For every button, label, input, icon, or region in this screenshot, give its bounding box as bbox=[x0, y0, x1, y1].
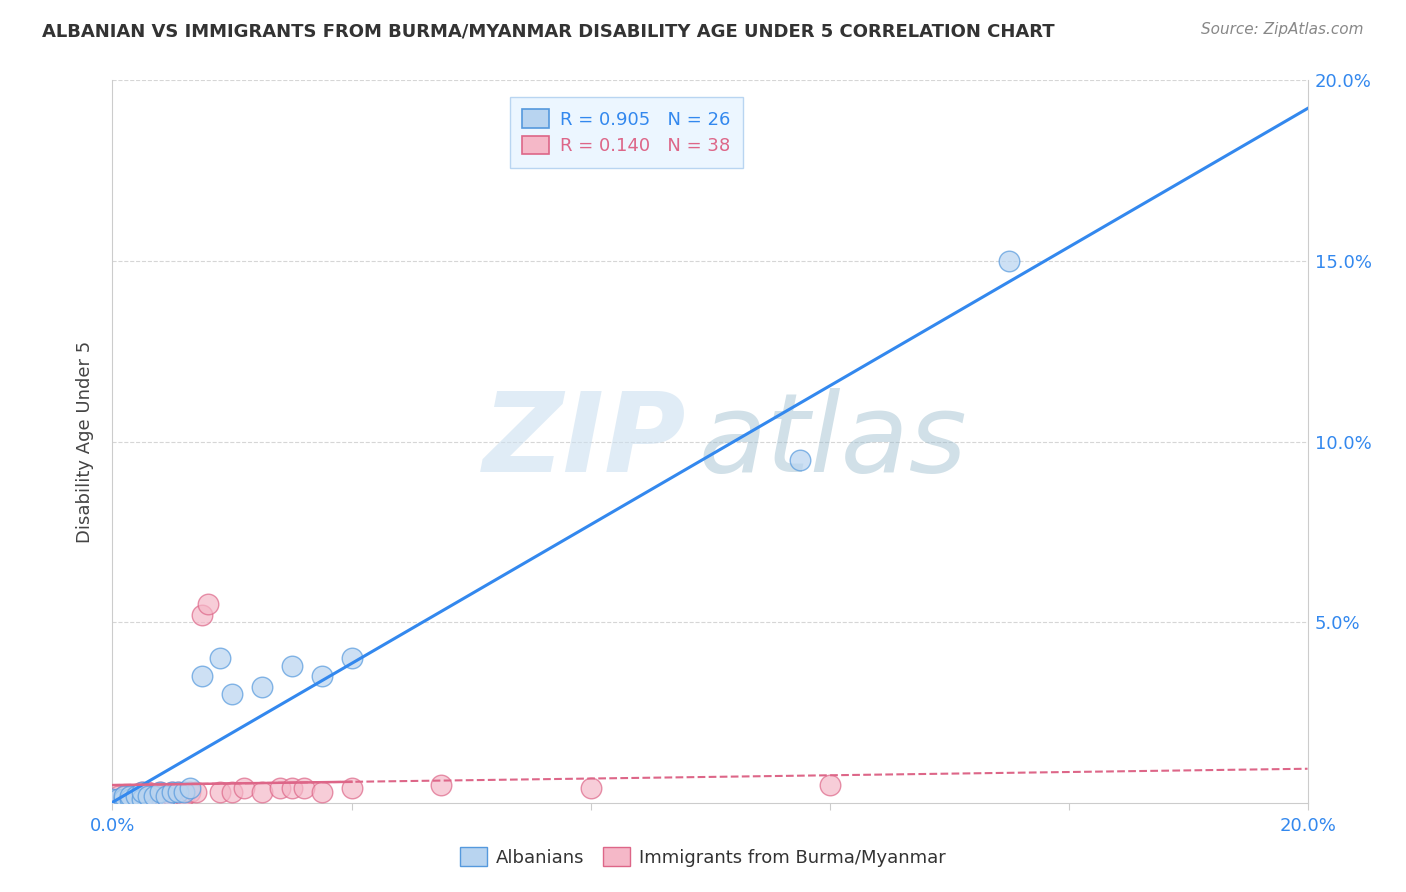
Point bbox=[131, 792, 153, 806]
Text: atlas: atlas bbox=[699, 388, 967, 495]
Point bbox=[209, 785, 232, 799]
Point bbox=[340, 781, 363, 796]
Point bbox=[120, 789, 142, 803]
Point bbox=[101, 792, 124, 806]
Point bbox=[281, 781, 304, 796]
Point bbox=[143, 789, 166, 803]
Point bbox=[149, 789, 172, 803]
Point bbox=[162, 785, 183, 799]
Point bbox=[281, 658, 304, 673]
Point bbox=[162, 789, 183, 803]
Text: Source: ZipAtlas.com: Source: ZipAtlas.com bbox=[1201, 22, 1364, 37]
Point bbox=[131, 792, 153, 806]
Point bbox=[209, 651, 232, 665]
Legend: Albanians, Immigrants from Burma/Myanmar: Albanians, Immigrants from Burma/Myanmar bbox=[453, 840, 953, 874]
Point bbox=[250, 785, 273, 799]
Point bbox=[120, 789, 142, 803]
Point bbox=[221, 785, 243, 799]
Y-axis label: Disability Age Under 5: Disability Age Under 5 bbox=[76, 341, 94, 542]
Point bbox=[138, 785, 160, 799]
Point bbox=[120, 792, 142, 806]
Point bbox=[143, 789, 166, 803]
Point bbox=[311, 785, 333, 799]
Point bbox=[149, 785, 172, 799]
Point bbox=[818, 778, 841, 792]
Point bbox=[107, 789, 129, 803]
Legend: R = 0.905   N = 26, R = 0.140   N = 38: R = 0.905 N = 26, R = 0.140 N = 38 bbox=[509, 96, 744, 168]
Point bbox=[138, 789, 160, 803]
Point bbox=[131, 785, 153, 799]
Point bbox=[101, 792, 124, 806]
Point bbox=[173, 789, 195, 803]
Point bbox=[340, 651, 363, 665]
Point bbox=[179, 785, 201, 799]
Point bbox=[155, 789, 177, 803]
Point bbox=[430, 778, 453, 792]
Point bbox=[107, 792, 129, 806]
Point bbox=[191, 607, 214, 622]
Point bbox=[167, 785, 190, 799]
Point bbox=[114, 789, 135, 803]
Point bbox=[167, 785, 190, 799]
Point bbox=[311, 669, 333, 683]
Point bbox=[179, 781, 201, 796]
Point bbox=[186, 785, 208, 799]
Text: ALBANIAN VS IMMIGRANTS FROM BURMA/MYANMAR DISABILITY AGE UNDER 5 CORRELATION CHA: ALBANIAN VS IMMIGRANTS FROM BURMA/MYANMA… bbox=[42, 22, 1054, 40]
Point bbox=[131, 785, 153, 799]
Point bbox=[155, 789, 177, 803]
Point bbox=[125, 789, 148, 803]
Point bbox=[197, 597, 219, 611]
Point bbox=[191, 669, 214, 683]
Point bbox=[114, 792, 135, 806]
Point bbox=[998, 254, 1021, 268]
Point bbox=[789, 452, 811, 467]
Point bbox=[292, 781, 315, 796]
Point bbox=[114, 792, 135, 806]
Point bbox=[125, 789, 148, 803]
Point bbox=[579, 781, 602, 796]
Point bbox=[221, 687, 243, 701]
Point bbox=[173, 785, 195, 799]
Point bbox=[233, 781, 256, 796]
Point bbox=[250, 680, 273, 694]
Point bbox=[138, 789, 160, 803]
Point bbox=[120, 792, 142, 806]
Point bbox=[149, 785, 172, 799]
Point bbox=[114, 789, 135, 803]
Point bbox=[269, 781, 291, 796]
Point bbox=[125, 792, 148, 806]
Point bbox=[131, 789, 153, 803]
Text: ZIP: ZIP bbox=[482, 388, 686, 495]
Point bbox=[107, 792, 129, 806]
Point bbox=[162, 785, 183, 799]
